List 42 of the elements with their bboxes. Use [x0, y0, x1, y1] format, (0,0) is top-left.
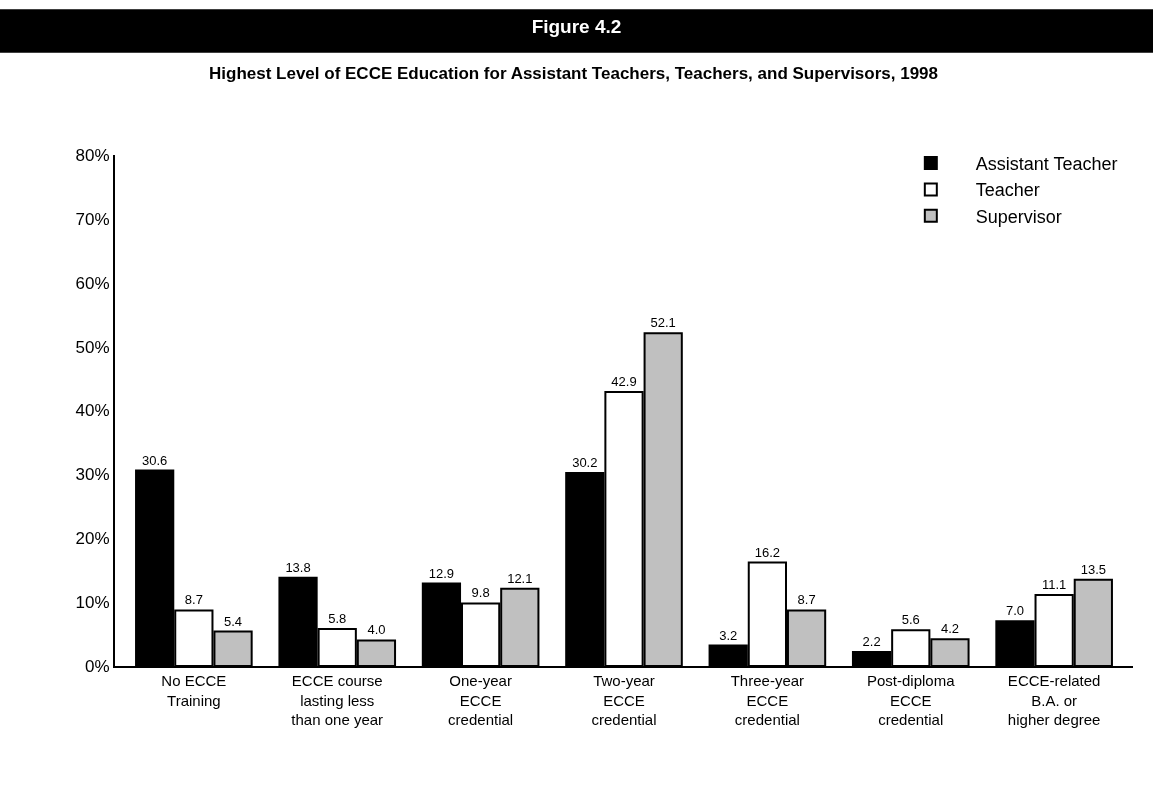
data-label: 5.4	[224, 613, 243, 629]
data-label: 8.7	[184, 592, 203, 608]
data-label: 12.9	[428, 565, 455, 581]
x-tick-label: Post-diploma ECCE credential	[866, 672, 956, 728]
data-label: 42.9	[611, 373, 637, 389]
legend-label: Teacher	[975, 180, 1040, 201]
x-tick-label: One-year ECCE credential	[448, 672, 514, 728]
data-label: 11.1	[1041, 577, 1067, 593]
data-label: 5.8	[328, 610, 347, 626]
x-tick-label: ECCE-related B.A. or higher degree	[1007, 672, 1101, 728]
y-tick-label: 0%	[85, 656, 110, 676]
data-label: 7.0	[1005, 603, 1024, 619]
x-tick-label: Two-year ECCE credential	[591, 672, 657, 728]
chart-title: Figure 4.2	[531, 16, 622, 38]
y-tick-label: 20%	[75, 529, 110, 549]
data-label: 13.8	[285, 559, 311, 575]
data-label: 12.1	[507, 570, 533, 586]
data-label: 13.5	[1080, 561, 1106, 577]
data-label: 5.6	[901, 612, 920, 628]
data-label: 4.0	[367, 622, 386, 638]
y-tick-label: 80%	[75, 145, 110, 165]
data-label: 30.6	[142, 452, 168, 468]
y-tick-label: 30%	[75, 465, 110, 485]
x-tick-label: Three-year ECCE credential	[730, 672, 805, 728]
data-label: 9.8	[471, 585, 490, 601]
data-label: 3.2	[719, 627, 738, 643]
legend-label: Supervisor	[975, 206, 1062, 227]
y-tick-label: 60%	[75, 273, 110, 293]
y-tick-label: 50%	[75, 337, 110, 357]
y-tick-label: 40%	[75, 401, 110, 421]
data-label: 4.2	[940, 621, 959, 637]
data-label: 8.7	[797, 592, 816, 608]
y-tick-label: 70%	[75, 209, 110, 229]
data-label: 2.2	[862, 633, 881, 649]
legend-label: Assistant Teacher	[975, 154, 1118, 174]
data-label: 16.2	[754, 544, 781, 560]
x-tick-label: No ECCE Training	[161, 672, 227, 709]
chart-subtitle: Highest Level of ECCE Education for Assistant Teachers, Teachers, and Supervisors, 1998	[209, 64, 939, 83]
y-tick-label: 10%	[75, 593, 110, 613]
x-tick-label: ECCE course lasting less than one year	[291, 672, 384, 728]
data-label: 52.1	[650, 315, 676, 331]
data-label: 30.2	[572, 455, 598, 471]
